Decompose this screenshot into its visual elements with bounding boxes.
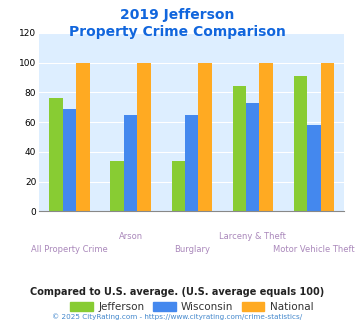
Text: Arson: Arson: [119, 232, 143, 241]
Text: Property Crime Comparison: Property Crime Comparison: [69, 25, 286, 39]
Text: © 2025 CityRating.com - https://www.cityrating.com/crime-statistics/: © 2025 CityRating.com - https://www.city…: [53, 314, 302, 320]
Text: Motor Vehicle Theft: Motor Vehicle Theft: [273, 246, 355, 254]
Bar: [137, 63, 151, 211]
Legend: Jefferson, Wisconsin, National: Jefferson, Wisconsin, National: [66, 298, 317, 316]
Bar: [171, 161, 185, 211]
Text: 2019 Jefferson: 2019 Jefferson: [120, 8, 235, 22]
Bar: [124, 115, 137, 211]
Bar: [294, 76, 307, 211]
Text: Larceny & Theft: Larceny & Theft: [219, 232, 286, 241]
Bar: [198, 63, 212, 211]
Bar: [321, 63, 334, 211]
Text: Burglary: Burglary: [174, 246, 210, 254]
Bar: [76, 63, 90, 211]
Bar: [233, 86, 246, 211]
Bar: [185, 115, 198, 211]
Bar: [307, 125, 321, 211]
Bar: [260, 63, 273, 211]
Text: All Property Crime: All Property Crime: [31, 246, 108, 254]
Text: Compared to U.S. average. (U.S. average equals 100): Compared to U.S. average. (U.S. average …: [31, 287, 324, 297]
Bar: [49, 98, 63, 211]
Bar: [63, 109, 76, 211]
Bar: [246, 103, 260, 211]
Bar: [110, 161, 124, 211]
